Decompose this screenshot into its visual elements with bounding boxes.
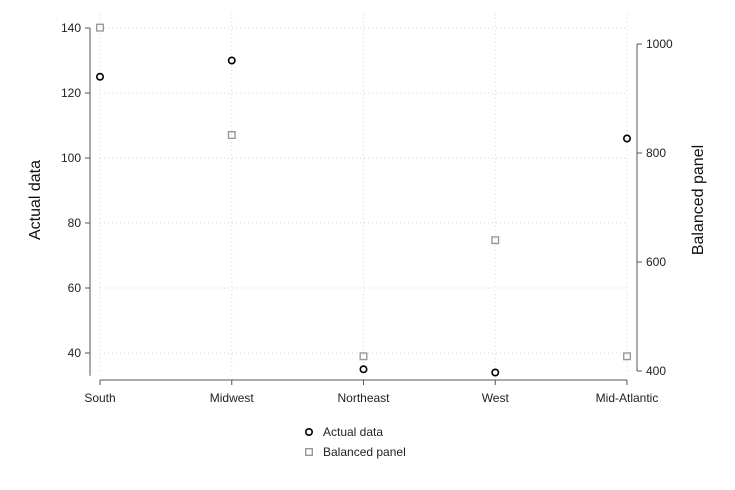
x-tick-label: Mid-Atlantic bbox=[596, 391, 659, 405]
right-axis-title: Balanced panel bbox=[690, 145, 707, 255]
point-balanced-panel bbox=[227, 131, 236, 140]
x-tick-label: Northeast bbox=[337, 391, 390, 405]
x-tick-label: West bbox=[482, 391, 510, 405]
axes: 40 60 80 100 120 140 400 600 800 1000 South Midwest… bbox=[61, 21, 673, 405]
left-tick-label: 60 bbox=[68, 281, 82, 295]
grid bbox=[99, 14, 628, 372]
point-actual-data bbox=[622, 134, 631, 143]
right-tick-label: 600 bbox=[646, 255, 666, 269]
point-balanced-panel bbox=[359, 352, 368, 361]
legend-marker-balanced-panel bbox=[305, 448, 314, 457]
right-tick-label: 1000 bbox=[646, 37, 673, 51]
left-tick-label: 40 bbox=[68, 346, 82, 360]
data-marks bbox=[95, 23, 632, 377]
point-balanced-panel bbox=[491, 236, 500, 245]
point-actual-data bbox=[359, 365, 368, 374]
left-tick-label: 120 bbox=[61, 86, 81, 100]
point-actual-data bbox=[491, 368, 500, 377]
right-tick-label: 400 bbox=[646, 364, 666, 378]
point-balanced-panel bbox=[623, 352, 632, 361]
point-balanced-panel bbox=[95, 23, 104, 32]
x-tick-label: Midwest bbox=[210, 391, 255, 405]
point-actual-data bbox=[227, 56, 236, 65]
legend: Actual data Balanced panel bbox=[304, 425, 406, 459]
right-tick-label: 800 bbox=[646, 146, 666, 160]
point-actual-data bbox=[96, 72, 105, 81]
left-tick-label: 100 bbox=[61, 151, 81, 165]
legend-label: Actual data bbox=[323, 425, 383, 439]
legend-marker-actual-data bbox=[304, 427, 313, 436]
left-tick-label: 80 bbox=[68, 216, 82, 230]
legend-label: Balanced panel bbox=[323, 445, 406, 459]
x-tick-label: South bbox=[84, 391, 115, 405]
left-tick-label: 140 bbox=[61, 21, 81, 35]
left-axis-title: Actual data bbox=[27, 160, 44, 240]
